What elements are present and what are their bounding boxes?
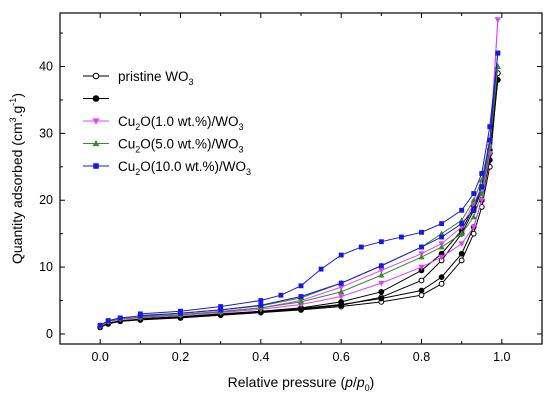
series-2-adsorption-point — [470, 224, 477, 231]
x-tick-label: 0.0 — [91, 350, 108, 364]
series-4-desorption-point — [338, 252, 344, 258]
series-0-desorption-point — [418, 277, 425, 284]
y-axis-title: Quantity adsorbed (cm3.g-1) — [8, 93, 25, 264]
series-4-desorption-point — [459, 207, 465, 213]
series-4-adsorption-point — [258, 302, 264, 308]
series-3-adsorption-point — [297, 298, 305, 305]
legend-label: Cu2O(1.0 wt.%)/WO3 — [118, 114, 244, 132]
legend-label: Cu2O(10.0 wt.%)/WO3 — [118, 159, 251, 177]
y-tick-label: 30 — [39, 126, 53, 140]
legend-entry-3: Cu2O(5.0 wt.%)/WO3 — [83, 137, 244, 155]
legend: pristine WO3 Cu2O(1.0 wt.%)/WO3 Cu2O(5.0 w… — [83, 69, 251, 177]
series-3-desorption-point — [470, 197, 477, 203]
x-tick-label: 0.6 — [332, 350, 349, 364]
series-1-adsorption-point — [438, 274, 445, 281]
x-tick-label: 0.4 — [252, 350, 269, 364]
series-3-adsorption-point — [470, 213, 477, 220]
series-1-adsorption-point — [458, 250, 465, 257]
series-0 — [97, 70, 501, 331]
x-axis-title: Relative pressure (p/p0) — [228, 374, 375, 393]
series-4-desorption-point — [419, 229, 424, 235]
legend-marker — [93, 163, 99, 169]
legend-label: pristine WO3 — [118, 69, 194, 87]
axes: 0.0 0.2 0.4 0.6 0.8 1.0 0 10 20 30 40 — [39, 13, 542, 364]
series-4-adsorption-point — [459, 221, 465, 227]
series-2-adsorption-point — [338, 294, 345, 300]
series-2-adsorption-point — [378, 280, 385, 287]
series-0-adsorption-point — [438, 280, 445, 287]
series-2-adsorption-point — [438, 254, 445, 261]
series-4-adsorption-point — [97, 322, 103, 328]
x-tick-label: 0.2 — [172, 350, 189, 364]
series-3-adsorption-point — [338, 288, 345, 295]
data-layer — [97, 17, 501, 331]
series-4-desorption-point — [318, 266, 324, 272]
x-tick-label: 0.8 — [413, 350, 430, 364]
legend-label: Cu2O(5.0 wt.%)/WO3 — [118, 137, 244, 155]
series-3-adsorption-point — [378, 271, 385, 278]
legend-entry-1 — [83, 95, 109, 102]
series-4-desorption-point — [358, 244, 364, 250]
legend-marker — [92, 72, 100, 80]
series-0-adsorption-line — [99, 73, 499, 328]
series-3-adsorption-point — [418, 253, 425, 260]
series-4-adsorption-point — [298, 294, 304, 299]
series-2-adsorption-point — [478, 197, 485, 204]
series-4-desorption-point — [439, 221, 445, 227]
series-0-desorption-line — [140, 73, 499, 320]
series-3-adsorption-point — [478, 190, 485, 196]
series-4-adsorption-point — [105, 318, 111, 324]
series-4-desorption-line — [140, 53, 499, 315]
series-1-desorption-point — [378, 288, 385, 295]
legend-entry-2: Cu2O(1.0 wt.%)/WO3 — [83, 114, 244, 132]
series-3 — [97, 63, 501, 329]
series-2-desorption-point — [494, 17, 501, 23]
series-4-desorption-point — [178, 308, 183, 314]
series-4-desorption-point — [298, 283, 304, 289]
legend-entry-0: pristine WO3 — [83, 69, 194, 87]
series-3-adsorption-point — [458, 230, 465, 236]
series-4-adsorption-point — [419, 244, 424, 250]
series-4-adsorption-point — [117, 315, 123, 321]
series-4-adsorption-point — [487, 137, 493, 143]
series-4-desorption-point — [495, 50, 501, 56]
series-4-desorption-point — [218, 304, 224, 309]
series-4-desorption-point — [137, 311, 143, 317]
series-4-adsorption-point — [338, 280, 344, 286]
series-4-desorption-point — [487, 124, 493, 130]
series-0-adsorption-point — [418, 292, 425, 299]
x-tick-label: 1.0 — [493, 350, 510, 364]
series-1-adsorption-point — [418, 287, 425, 294]
series-4-adsorption-point — [471, 207, 477, 213]
series-4-desorption-point — [398, 234, 404, 240]
legend-marker — [92, 118, 100, 125]
series-1-desorption-point — [338, 298, 345, 305]
series-4-desorption-point — [479, 171, 485, 176]
series-4-desorption-point — [278, 292, 284, 298]
y-tick-label: 20 — [39, 193, 53, 207]
legend-entry-4: Cu2O(10.0 wt.%)/WO3 — [83, 159, 251, 177]
series-4-desorption-point — [378, 239, 384, 245]
series-4-adsorption-point — [439, 234, 445, 240]
series-2-adsorption-point — [418, 264, 425, 271]
series-0-adsorption-point — [470, 230, 477, 237]
legend-marker — [92, 95, 100, 102]
series-4-desorption-point — [258, 298, 264, 303]
series-0-adsorption-point — [458, 257, 465, 264]
y-tick-label: 40 — [39, 59, 53, 73]
y-tick-label: 10 — [39, 260, 53, 274]
series-4 — [97, 50, 501, 328]
series-4-adsorption-point — [378, 263, 384, 269]
series-4-desorption-point — [471, 191, 477, 196]
series-2-adsorption-point — [458, 241, 465, 247]
series-2-desorption-point — [378, 268, 385, 274]
series-3-adsorption-point — [438, 243, 445, 250]
series-1-adsorption-point — [378, 295, 385, 302]
y-tick-label: 0 — [46, 327, 53, 341]
legend-marker — [92, 139, 100, 147]
series-4-adsorption-point — [479, 184, 485, 190]
